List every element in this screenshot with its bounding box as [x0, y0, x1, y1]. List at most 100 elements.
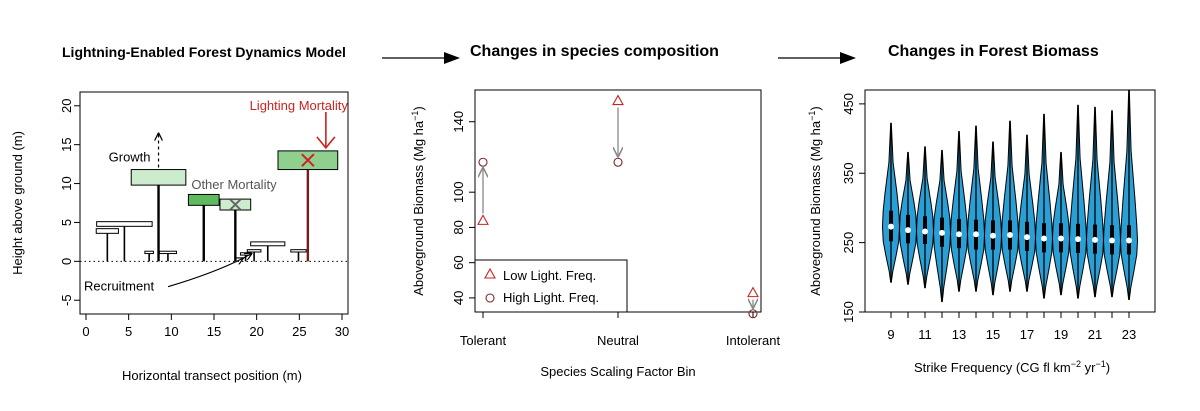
violin: [1000, 120, 1020, 292]
high-freq-point: [613, 157, 623, 167]
y-axis-label-close: ): [808, 106, 823, 110]
x-tick-label: 21: [1088, 327, 1102, 342]
x-axis-label-close: ): [1106, 360, 1110, 375]
violin-median: [1007, 231, 1013, 238]
legend-triangle-icon: [484, 267, 496, 279]
violin-median: [939, 229, 945, 236]
violins: [881, 89, 1139, 303]
tree: [246, 249, 262, 262]
violin: [1119, 89, 1139, 300]
growth-label: Growth: [109, 150, 151, 165]
violin: [898, 151, 918, 285]
x-tick-label: 30: [335, 324, 349, 339]
model-title: Lightning-Enabled Forest Dynamics Model: [62, 44, 346, 60]
tree: [290, 249, 307, 262]
violin: [983, 141, 1003, 296]
x-axis-label-main: Strike Frequency (CG fl km: [914, 360, 1071, 375]
violin: [966, 125, 986, 292]
x-axis-label-sup1: −2: [1071, 359, 1081, 369]
y-tick-label: 350: [841, 162, 856, 184]
violin-median: [888, 223, 894, 230]
y-axis: -5 0 5 10 15 20: [59, 99, 80, 306]
tree: [187, 193, 220, 262]
x-tick-label: Intolerant: [726, 333, 781, 348]
composition-title: Changes in species composition: [470, 43, 719, 60]
tree-crown: [144, 250, 154, 255]
x-tick-label: Tolerant: [460, 333, 507, 348]
legend-label-high: High Light. Freq.: [503, 290, 599, 305]
tree: [95, 228, 119, 262]
species-composition-chart: 40 60 80 100 140 Tolerant Neutral Intolerant L…: [410, 89, 781, 379]
violin-median: [1041, 235, 1047, 242]
x-tick-label: 17: [1020, 327, 1034, 342]
trees: [95, 112, 339, 288]
y-tick-label: 150: [841, 301, 856, 323]
legend-label-low: Low Light. Freq.: [503, 268, 596, 283]
y-tick-label: 60: [451, 255, 466, 269]
tree: [219, 198, 252, 262]
violin-median: [922, 228, 928, 235]
recruitment-label: Recruitment: [84, 279, 154, 294]
violin-median: [1126, 237, 1132, 244]
y-axis-label-close: ): [411, 106, 426, 110]
violin-median: [1058, 235, 1064, 242]
y-axis: 150 250 350 450: [841, 93, 865, 323]
x-tick-label: 11: [918, 327, 932, 342]
violin: [1085, 106, 1105, 298]
lightning-mortality-label: Lighting Mortality: [250, 98, 349, 113]
violin: [1017, 134, 1037, 292]
violin: [1051, 151, 1071, 296]
forest-biomass-chart: 150 250 350 450 9 11 13 15 17 19 21 23 Strike Freq…: [807, 89, 1156, 375]
mortality-x-icon: [301, 153, 315, 167]
forest-model-diagram: 0 5 10 15 20 25 30 -5 0 5 10 15 20 Growth Other Mor…: [10, 91, 349, 383]
y-tick-label: 20: [59, 99, 74, 113]
x-tick-label: 5: [125, 324, 132, 339]
biomass-title: Changes in Forest Biomass: [888, 43, 1099, 60]
violin-median: [1075, 236, 1081, 243]
y-tick-label: 10: [59, 176, 74, 190]
y-tick-label: 450: [841, 93, 856, 115]
violin-median: [973, 231, 979, 238]
violin-median: [1024, 234, 1030, 241]
violin: [915, 146, 935, 289]
y-tick-label: 250: [841, 232, 856, 254]
violin-median: [990, 232, 996, 239]
violin: [1034, 113, 1054, 299]
data-points: [477, 94, 759, 319]
legend-circle-icon: [485, 293, 495, 303]
y-axis-label: Aboveground Biomass (Mg ha−1): [410, 106, 426, 295]
x-tick-label: 15: [207, 324, 221, 339]
x-tick-label: 15: [986, 327, 1000, 342]
tree: [250, 241, 286, 262]
tree: [158, 250, 177, 262]
tree-crown: [130, 169, 187, 186]
violin-median: [905, 227, 911, 234]
low-freq-point: [747, 286, 759, 298]
violin: [932, 149, 952, 303]
y-tick-label: 140: [451, 111, 466, 133]
y-axis-label-main: Aboveground Biomass (Mg ha: [411, 120, 426, 296]
recruitment-arrow-icon: [242, 254, 252, 259]
y-axis-label-sup: −1: [410, 111, 420, 121]
violin-median: [956, 231, 962, 238]
y-axis-label-main: Aboveground Biomass (Mg ha: [808, 120, 823, 296]
x-tick-label: 23: [1122, 327, 1136, 342]
y-axis-label-sup: −1: [807, 111, 817, 121]
tree: [277, 150, 339, 262]
x-axis-label: Strike Frequency (CG fl km−2 yr−1): [914, 359, 1110, 375]
y-tick-label: 40: [451, 291, 466, 305]
x-axis-label-mid: yr: [1081, 360, 1096, 375]
x-tick-label: 10: [164, 324, 178, 339]
other-mortality-label: Other Mortality: [191, 177, 277, 192]
violin: [1068, 104, 1088, 299]
y-tick-label: 80: [451, 220, 466, 234]
x-axis-label: Horizontal transect position (m): [122, 368, 302, 383]
x-tick-label: 13: [952, 327, 966, 342]
lightning-arrowhead-icon: [316, 136, 336, 150]
violin-median: [1092, 236, 1098, 243]
violin-median: [1109, 237, 1115, 244]
y-tick-label: 15: [59, 137, 74, 151]
x-tick-label: Neutral: [597, 333, 639, 348]
y-tick-label: 100: [451, 181, 466, 203]
y-axis-label: Aboveground Biomass (Mg ha−1): [807, 106, 823, 295]
